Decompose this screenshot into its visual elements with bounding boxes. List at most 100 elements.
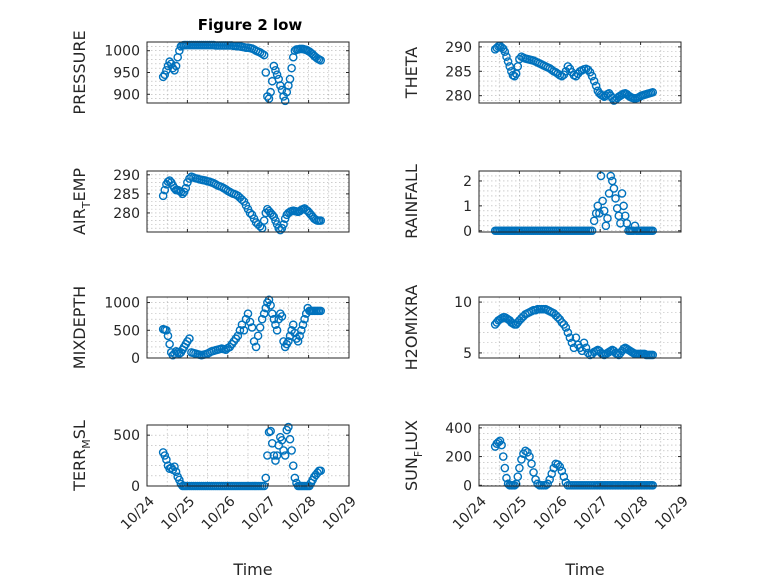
data-point [243,309,253,318]
x-axis-label: Time [232,560,272,579]
data-point [255,221,265,231]
data-point [269,314,279,324]
data-point [589,76,599,86]
data-point [235,325,245,335]
data-point [288,461,298,470]
data-point [259,216,269,225]
subplot-4: 0 1 2 RAINFALL [402,164,682,240]
y-axis-label-rest: LUX [402,420,421,451]
data-point [557,318,567,327]
data-point [271,456,280,465]
data-point [269,451,279,460]
data-point [505,62,515,71]
data-point [277,312,287,321]
data-point [500,463,510,473]
x-tick-label: 10/28 [280,494,320,534]
data-point [609,184,619,193]
data-point [257,49,267,59]
data-point [233,331,243,341]
data-point [166,59,176,69]
data-point [276,81,285,90]
data-point [298,320,308,330]
data-point [287,63,296,73]
data-point [581,343,591,353]
subplot-1: 900 950 1000 PRESSURE [70,30,350,115]
data-point [503,57,513,66]
y-tick-label: 0 [131,479,140,495]
data-point [300,314,309,324]
y-tick-label: 0 [463,478,472,494]
data-point [257,314,267,324]
data-point [616,218,625,228]
data-point [165,339,174,349]
data-point [533,479,542,489]
plot-area [479,425,681,486]
x-tick-label: 10/25 [490,494,530,534]
axes-frame [478,296,682,359]
data-point [497,440,506,450]
y-tick-label: 900 [113,87,140,103]
data-point [266,301,275,310]
data-point [259,50,269,60]
data-point [523,447,532,457]
data-point [269,61,279,71]
y-axis-label: SUNFLUX [402,420,425,491]
data-point [259,309,269,318]
data-point [648,480,658,490]
y-axis-label-main: MIXDEPTH [70,286,89,369]
data-point [279,220,288,229]
data-point [543,479,552,489]
y-tick-label: 200 [445,450,472,466]
axes-frame [478,424,682,487]
y-tick-label: 1000 [104,44,140,60]
axes-frame [146,296,350,359]
data-point [547,469,557,479]
y-tick-label: 285 [445,64,472,80]
x-tick-label: 10/27 [239,494,279,534]
data-point [583,348,593,358]
data-point [279,446,288,455]
data-point [316,306,326,316]
data-point [587,226,597,236]
data-point [583,65,593,75]
data-point [266,426,275,436]
y-tick-label: 290 [445,40,472,56]
data-point [237,320,247,330]
data-point [251,342,261,352]
x-axis-label: Time [564,560,604,579]
x-tick-label: 10/24 [450,493,490,533]
subplot-6: 5 10 H2OMIXRA [402,285,682,370]
y-axis-label: THETA [402,47,421,99]
y-axis-label-main: SUN [402,457,421,491]
data-point [162,325,171,335]
y-tick-label: 290 [113,168,140,184]
data-point [527,459,536,469]
data-point [502,473,511,483]
data-point [185,334,194,343]
data-point [163,331,173,341]
data-point [316,466,326,476]
data-point [557,466,567,476]
y-axis-label: AIRTEMP [70,168,93,235]
data-point [603,214,612,223]
y-tick-label: 500 [113,428,140,444]
data-point [555,462,565,471]
data-point [280,451,290,460]
data-point [648,87,658,97]
data-point [245,317,255,327]
data-point [266,87,275,97]
x-tick-label: 10/29 [320,494,360,534]
data-point [545,475,555,484]
data-point [272,70,282,79]
y-tick-label: 1000 [104,296,140,312]
data-point [264,295,274,305]
data-point [648,350,658,360]
data-point [316,56,326,65]
data-point [272,325,282,335]
subplot-3: 280 285 290 AIRTEMP [70,168,350,235]
data-point [559,472,569,481]
data-point [185,174,194,183]
data-point [239,325,249,335]
figure-title: Figure 2 low [198,16,303,34]
x-tick-label: 10/28 [612,494,652,534]
